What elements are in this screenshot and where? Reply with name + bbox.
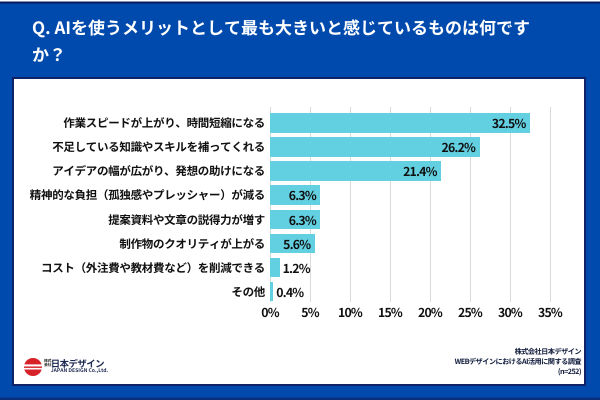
value-label: 6.3% [288, 210, 317, 229]
category-label: 作業スピードが上がり、時間短縮になる [63, 115, 265, 131]
gridline-35% [549, 107, 551, 302]
category-label: 制作物のクオリティが上がる [119, 235, 265, 252]
logo-company-prefix: 株式 会社 [44, 357, 52, 367]
survey-source-note: 株式会社日本デザイン WEBデザインにおけるAI活用に関する調査 (n=252) [281, 346, 582, 377]
category-label: その他 [231, 283, 265, 300]
category-label: アイデアの幅が広がり、発想の助けになる [52, 163, 265, 180]
x-tick-label: 35% [538, 303, 563, 321]
gridline-25% [469, 107, 471, 302]
gridline-10% [349, 107, 351, 302]
bar-3 [270, 161, 442, 181]
source-survey-title: WEBデザインにおけるAI活用に関する調査 [454, 356, 582, 367]
gridline-20% [429, 107, 431, 302]
value-label: 5.6% [283, 234, 311, 253]
x-tick-label: 30% [498, 303, 523, 321]
bar-4 [270, 185, 321, 205]
gridline-30% [509, 107, 511, 302]
category-label: 精神的な負担（孤独感やプレッシャー）が減る [29, 187, 266, 204]
value-label: 26.2% [441, 138, 476, 157]
value-label: 1.2% [282, 258, 311, 277]
value-label: 21.4% [403, 162, 437, 181]
bar-5 [270, 209, 321, 230]
bar-1 [270, 113, 530, 133]
logo-red-circle-icon [23, 358, 42, 376]
x-tick-label: 25% [458, 303, 483, 321]
gridline-15% [389, 107, 391, 302]
bar-7 [270, 257, 280, 278]
chart-card: 作業スピードが上がり、時間短縮になる 32.5% 不足している知識やスキルを補ってく… [12, 77, 586, 386]
logo-company-name: 日本デザイン [50, 356, 105, 371]
source-company: 株式会社日本デザイン [514, 346, 582, 357]
x-tick-label: 0% [261, 303, 279, 321]
company-logo: 株式 会社 日本デザイン JAPAN DESIGN Co.,Ltd. [23, 356, 154, 380]
value-label: 32.5% [491, 114, 526, 132]
value-label: 6.3% [288, 186, 317, 205]
category-label: 提案資料や文章の説得力が増す [108, 211, 265, 228]
page-title: Q. AIを使うメリットとして最も大きいと感じているものは何ですか？ [32, 13, 530, 67]
category-label: コスト（外注費や教材費など）を削減できる [41, 259, 265, 276]
value-label: 0.4% [276, 282, 304, 301]
logo-company-name-en: JAPAN DESIGN Co.,Ltd. [50, 367, 109, 375]
bar-6 [270, 233, 315, 254]
category-label: 不足している知識やスキルを補ってくれる [52, 139, 265, 156]
source-sample-size: (n=252) [557, 366, 582, 377]
x-tick-label: 20% [418, 303, 443, 321]
x-tick-label: 15% [378, 303, 403, 321]
bar-8 [270, 281, 274, 302]
bar-2 [270, 137, 480, 157]
x-tick-label: 5% [301, 303, 319, 321]
x-tick-label: 10% [338, 303, 363, 321]
